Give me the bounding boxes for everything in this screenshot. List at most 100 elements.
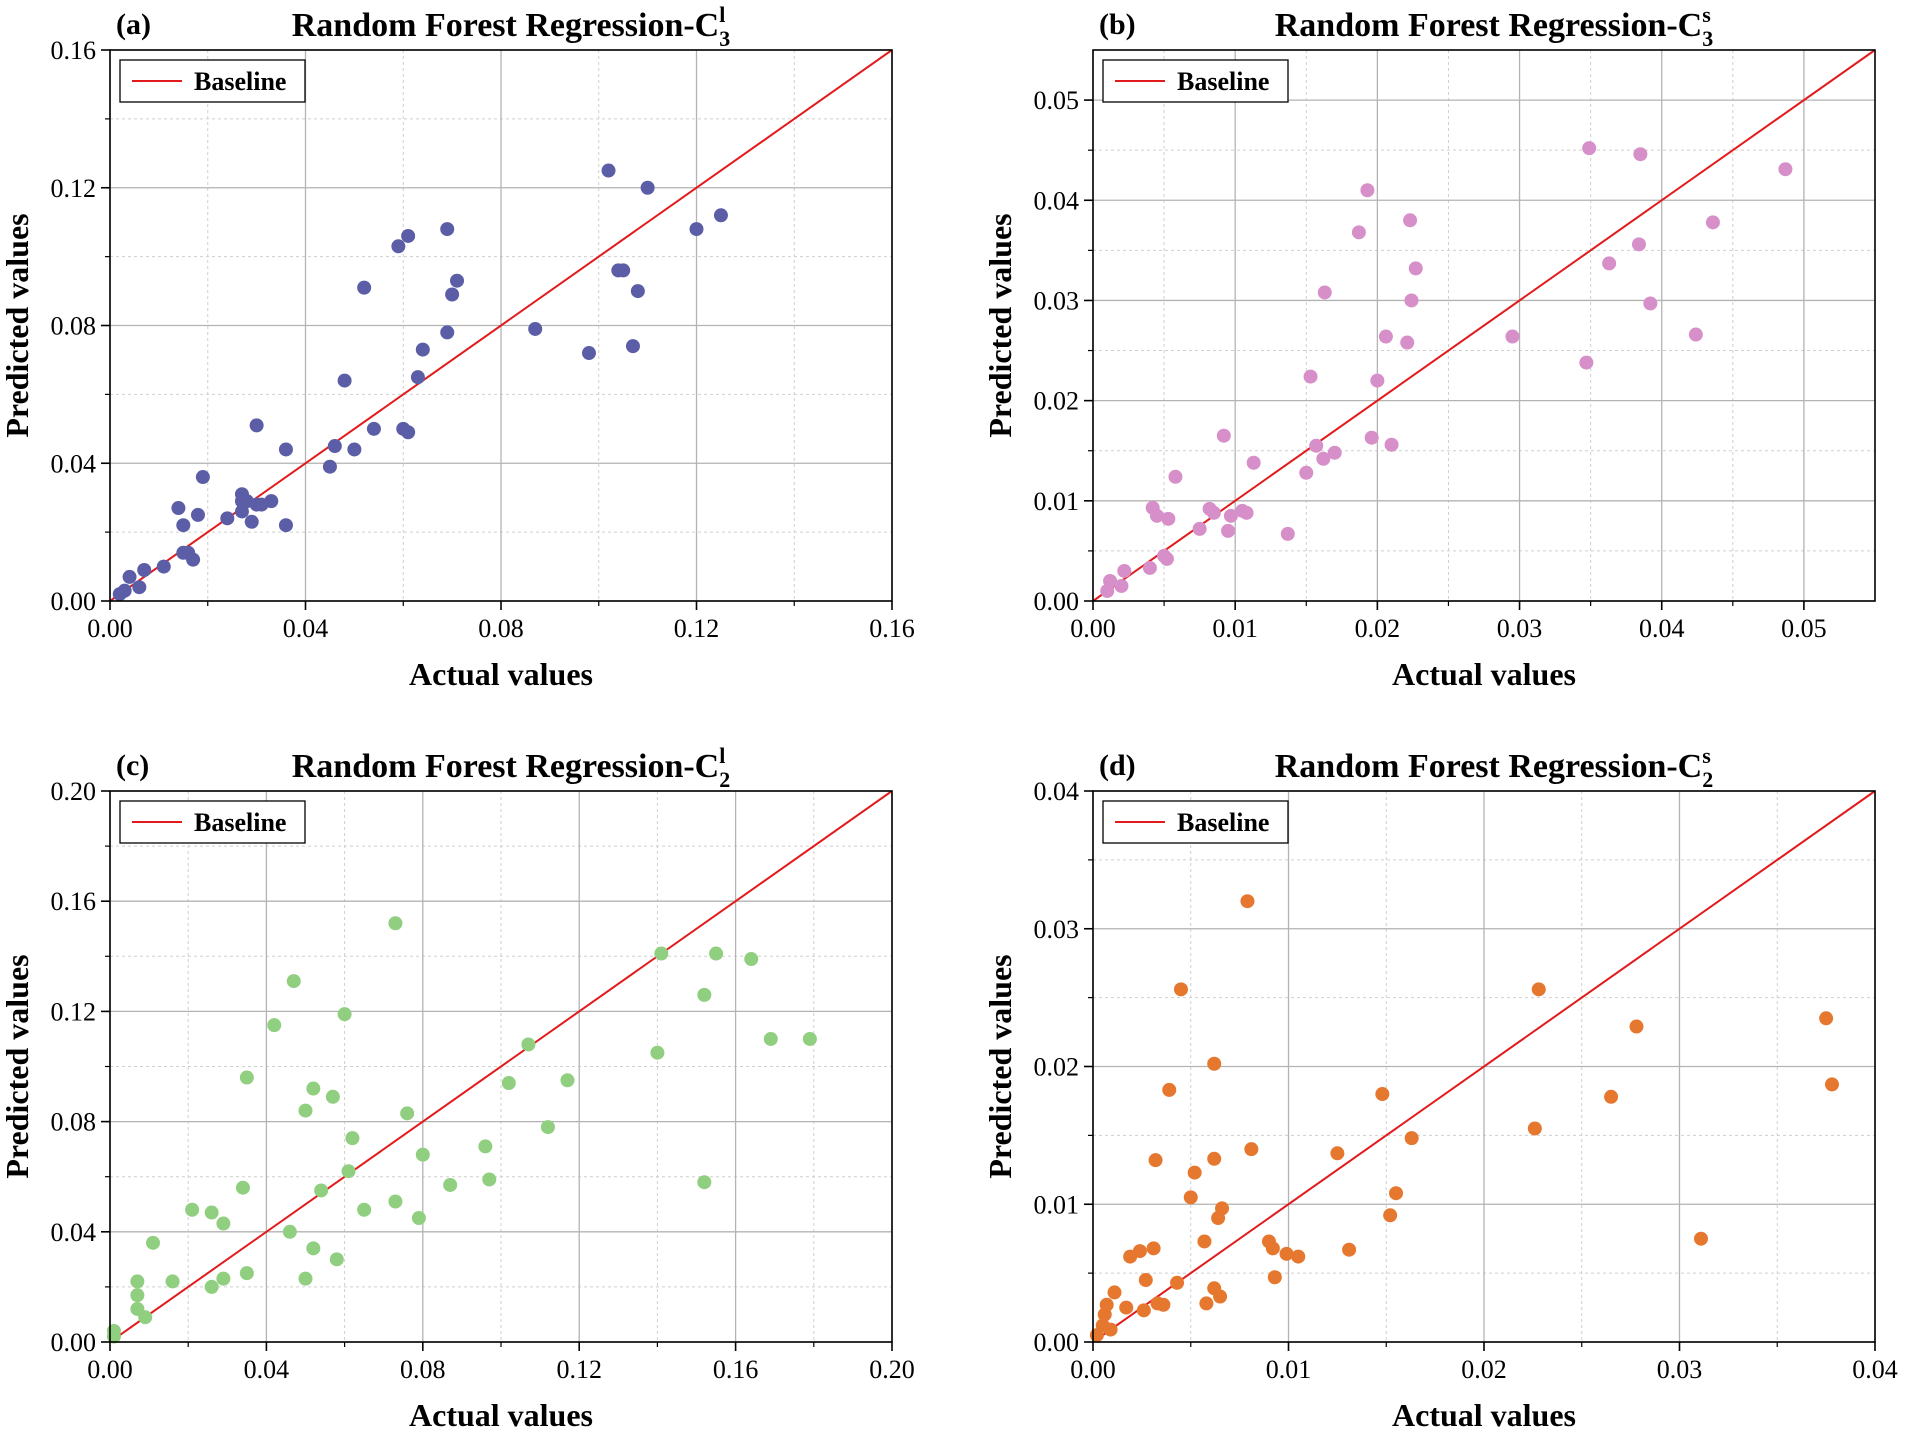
data-point [440,325,455,340]
data-point [450,273,465,288]
data-point [1378,329,1393,344]
title-subscript: 3 [719,26,730,51]
y-tick-label: 0.16 [51,887,97,916]
data-point [216,1216,231,1231]
data-point [327,439,342,454]
data-point [314,1183,329,1198]
data-point [282,1224,297,1239]
data-point [341,1164,356,1179]
data-point [1161,511,1176,526]
x-tick-label: 0.05 [1781,614,1827,643]
data-point [640,180,655,195]
data-point [445,287,460,302]
x-tick-label: 0.08 [478,614,524,643]
data-point [1694,1231,1709,1246]
x-tick-label: 0.04 [283,614,329,643]
data-point [1206,505,1221,520]
data-point [802,1031,817,1046]
x-axis-label: Actual values [409,656,593,692]
data-point [697,1175,712,1190]
x-tick-label: 0.04 [1852,1355,1898,1384]
data-point [482,1172,497,1187]
data-point [689,222,704,237]
data-point [1403,213,1418,228]
data-point [1159,551,1174,566]
title-superscript: l [719,2,725,27]
data-point [630,284,645,299]
data-point [415,1147,430,1162]
data-point [1132,1244,1147,1259]
data-point [1119,1300,1134,1315]
data-point [654,946,669,961]
data-point [1705,215,1720,230]
data-point [347,442,362,457]
data-point [216,1271,231,1286]
data-point [581,346,596,361]
data-point [1103,1322,1118,1337]
data-point [298,1103,313,1118]
data-point [244,514,259,529]
panel-title: Random Forest Regression-C3l [292,2,731,51]
data-point [239,1070,254,1085]
data-point [1330,1146,1345,1161]
y-tick-label: 0.16 [51,36,97,65]
data-point [1136,1303,1151,1318]
scatter-panel: 0.00 0.01 0.02 0.03 0.04 0.05 0.00 0.01 0.02 0.03… [982,2,1876,692]
y-tick-label: 0.04 [51,449,97,478]
title-main: Random Forest Regression-C [292,7,720,44]
data-point [560,1073,575,1088]
data-point [137,563,152,578]
data-point [1146,1241,1161,1256]
y-tick-label: 0.01 [1034,487,1080,516]
data-point [1207,1056,1222,1071]
data-point [1099,1297,1114,1312]
y-tick-label: 0.04 [1034,186,1080,215]
data-point [411,1211,426,1226]
title-subscript: 3 [1702,26,1713,51]
data-point [744,952,759,967]
data-point [478,1139,493,1154]
y-tick-label: 0.05 [1034,86,1080,115]
plot-frame [1092,49,1876,602]
data-point [357,1202,372,1217]
data-point [1375,1087,1390,1102]
y-axis-label: Predicted values [0,213,35,437]
data-point [1360,183,1375,198]
data-point [220,511,235,526]
panel-tag: (d) [1099,749,1136,782]
data-point [1221,523,1236,538]
data-point [1383,1208,1398,1223]
data-point [1280,526,1295,541]
panel-title: Random Forest Regression-C2s [1275,743,1714,792]
data-point [156,559,171,574]
data-point [415,342,430,357]
data-point [1404,293,1419,308]
data-point [1351,225,1366,240]
data-point [1404,1131,1419,1146]
data-point [1215,1201,1230,1216]
data-point [1778,162,1793,177]
data-point [1824,1077,1839,1092]
data-point [176,518,191,533]
data-point [1138,1273,1153,1288]
data-point [713,208,728,223]
data-point [249,418,264,433]
data-point [204,1205,219,1220]
data-point [306,1081,321,1096]
panel-tag: (a) [116,8,151,41]
panel-title: Random Forest Regression-C3s [1275,2,1714,51]
x-tick-label: 0.00 [1070,614,1116,643]
x-tick-label: 0.01 [1266,1355,1312,1384]
data-point [1197,1234,1212,1249]
scatter-panel: 0.00 0.01 0.02 0.03 0.04 0.00 0.01 0.02 0.03 0.04… [982,743,1898,1433]
y-tick-label: 0.12 [51,174,97,203]
data-point [1303,369,1318,384]
data-point [106,1323,121,1338]
y-tick-label: 0.02 [1034,387,1080,416]
title-main: Random Forest Regression-C [292,748,720,785]
data-point [132,580,147,595]
x-tick-label: 0.12 [556,1355,602,1384]
y-tick-label: 0.12 [51,997,97,1026]
data-point [1291,1249,1306,1264]
